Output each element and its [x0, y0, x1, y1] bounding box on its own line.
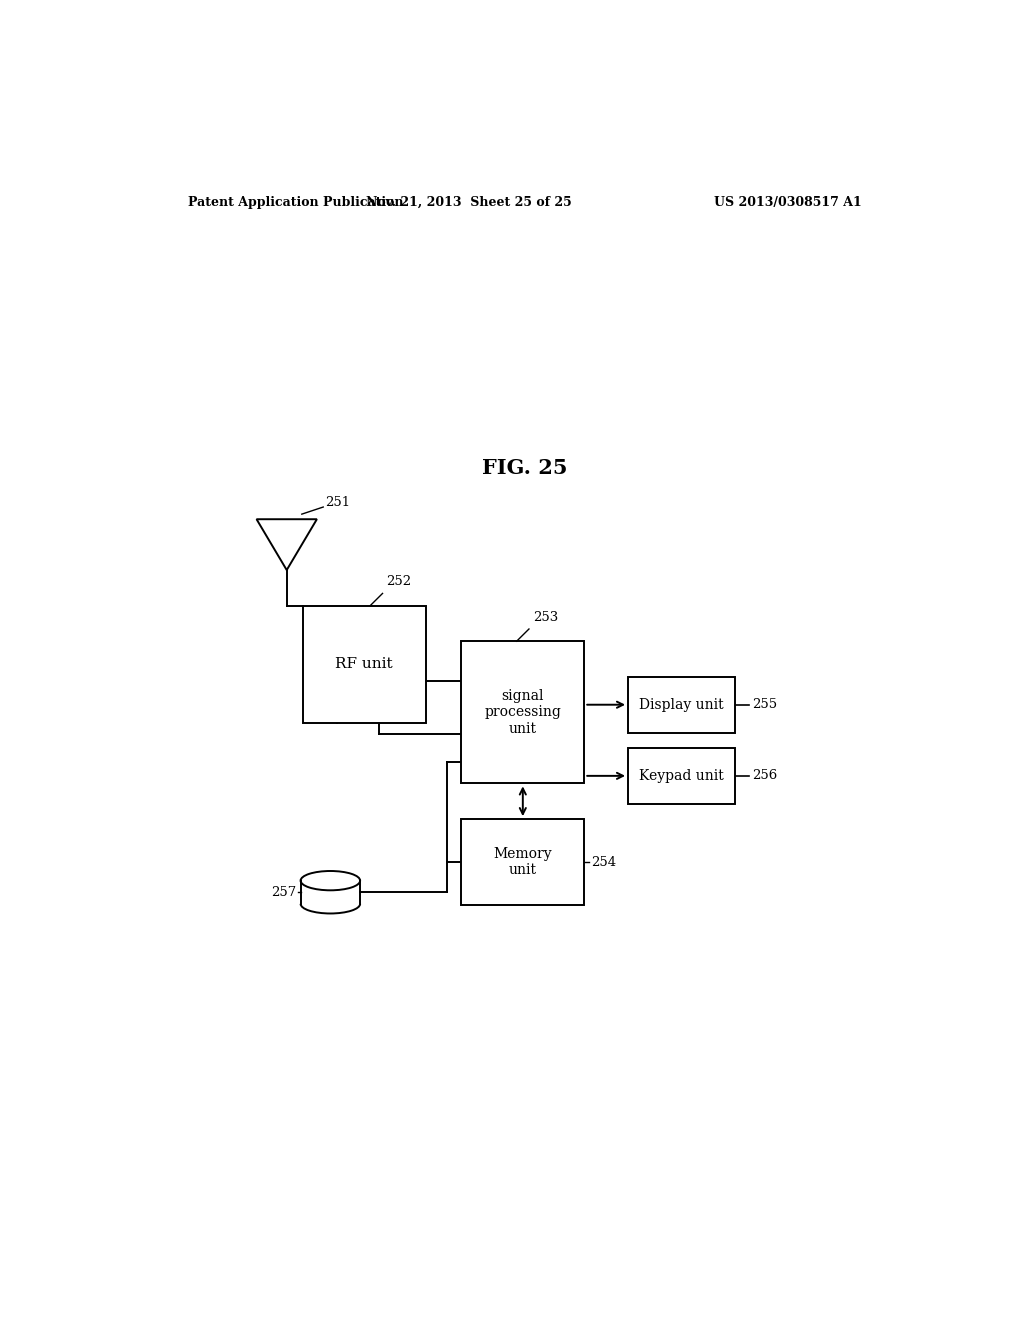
Text: 254: 254	[591, 855, 615, 869]
Text: Nov. 21, 2013  Sheet 25 of 25: Nov. 21, 2013 Sheet 25 of 25	[367, 195, 572, 209]
Text: RF unit: RF unit	[335, 657, 393, 671]
Text: 251: 251	[325, 496, 350, 510]
Text: signal
processing
unit: signal processing unit	[484, 689, 561, 735]
Bar	[628, 748, 735, 804]
Text: 255: 255	[753, 698, 777, 711]
Bar	[628, 677, 735, 733]
Text: 253: 253	[532, 611, 558, 624]
Text: Keypad unit: Keypad unit	[639, 768, 724, 783]
Text: Display unit: Display unit	[639, 698, 724, 711]
Text: US 2013/0308517 A1: US 2013/0308517 A1	[715, 195, 862, 209]
Text: FIG. 25: FIG. 25	[482, 458, 567, 478]
Text: Memory
unit: Memory unit	[494, 847, 552, 878]
Bar	[461, 642, 585, 784]
Text: 252: 252	[386, 576, 412, 589]
Bar	[303, 606, 426, 722]
Bar	[461, 818, 585, 906]
Text: Patent Application Publication: Patent Application Publication	[187, 195, 403, 209]
Text: 257: 257	[271, 886, 297, 899]
Text: 256: 256	[753, 770, 778, 783]
